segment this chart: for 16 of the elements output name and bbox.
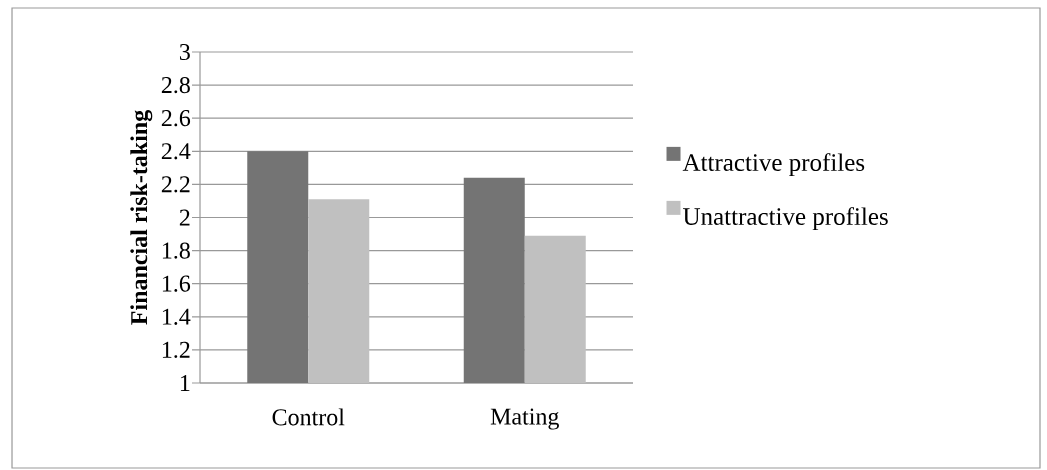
x-tick-label: Control (272, 408, 345, 426)
y-tick-label: 1.2 (162, 341, 190, 359)
legend-label: Attractive profiles (682, 153, 865, 177)
legend-label: Unattractive profiles (683, 207, 888, 231)
y-tick-label: 1.8 (162, 242, 190, 259)
y-tick-label: 2.6 (161, 110, 191, 127)
y-tick-label: 1.4 (162, 308, 191, 325)
y-tick-label: 2.2 (161, 176, 190, 193)
y-tick-label: 1 (180, 375, 190, 391)
y-tick-label: 1.6 (162, 275, 191, 292)
y-tick-label: 2 (179, 209, 190, 226)
y-tick-label: 3 (179, 43, 190, 61)
y-tick-label: 2.4 (161, 143, 191, 160)
y-axis-title: Financial risk-taking (130, 110, 153, 325)
y-tick-label: 2.8 (161, 76, 190, 94)
x-tick-label: Mating (490, 408, 559, 430)
